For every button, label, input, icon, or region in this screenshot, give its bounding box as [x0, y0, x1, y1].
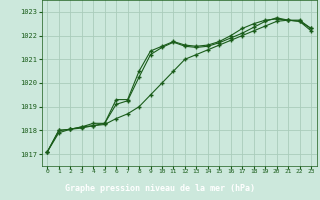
Text: Graphe pression niveau de la mer (hPa): Graphe pression niveau de la mer (hPa)	[65, 184, 255, 193]
